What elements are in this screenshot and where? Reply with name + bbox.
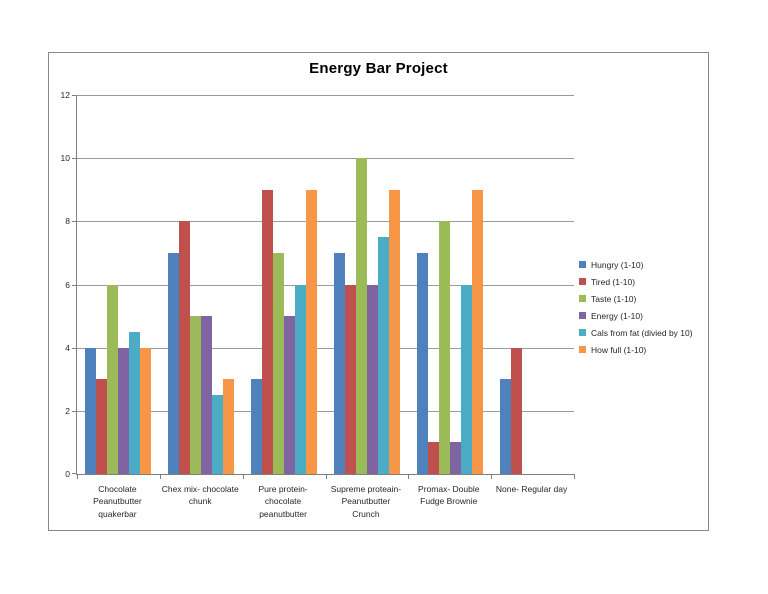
legend-label: Energy (1-10): [591, 310, 643, 321]
legend-swatch: [579, 346, 586, 353]
x-axis-tick: [491, 474, 492, 479]
bar-cals-c4: [377, 237, 389, 474]
bar-cals-c2: [212, 395, 224, 474]
bar-how-c1: [140, 347, 152, 474]
x-axis-category-label: Pure protein- chocolate peanutbutter: [258, 484, 308, 519]
bar-cals-c3: [295, 284, 307, 474]
legend-item: Tired (1-10): [579, 273, 693, 290]
x-axis-category-label: None- Regular day: [495, 484, 568, 494]
x-axis-tick: [243, 474, 244, 479]
bar-hungry-c5: [416, 252, 428, 474]
y-axis-tick: [72, 347, 77, 349]
bar-hungry-c4: [333, 252, 345, 474]
bar-how-c3: [306, 189, 318, 474]
bar-energy-c3: [284, 316, 296, 474]
bar-tired-c1: [96, 379, 108, 474]
chart-frame: Energy Bar Project 0 2 4 6 8 10 12 Chocolate P…: [48, 52, 709, 531]
plot-area: [72, 95, 575, 479]
gridline: [77, 158, 574, 160]
x-axis-category-label: Promax- Double Fudge Brownie: [418, 484, 480, 507]
bar-how-c4: [388, 189, 400, 474]
y-axis-tick: [72, 221, 77, 223]
legend-swatch: [579, 329, 586, 336]
y-axis-tick-label: 2: [65, 405, 70, 416]
legend-item: Energy (1-10): [579, 307, 693, 324]
bar-energy-c4: [366, 284, 378, 474]
legend-label: Cals from fat (divied by 10): [591, 327, 693, 338]
legend: Hungry (1-10) Tired (1-10) Taste (1-10) Ene…: [579, 256, 693, 358]
gridline: [77, 284, 574, 286]
bar-energy-c2: [201, 316, 213, 474]
x-axis-category-label: Supreme proteain- Peanutbutter Crunch: [330, 484, 402, 519]
legend-label: Tired (1-10): [591, 276, 636, 287]
legend-swatch: [579, 261, 586, 268]
bar-energy-c1: [118, 347, 130, 474]
y-axis-tick-label: 10: [60, 153, 70, 164]
x-axis-tick: [574, 474, 575, 479]
legend-item: Cals from fat (divied by 10): [579, 324, 693, 341]
bar-tired-c4: [344, 284, 356, 474]
bar-tired-c2: [179, 221, 191, 474]
bar-hungry-c2: [168, 252, 180, 474]
bar-taste-c5: [438, 221, 450, 474]
bar-hungry-c1: [85, 347, 97, 474]
x-axis-category-label: Chocolate Peanutbutter quakerbar: [93, 484, 142, 519]
legend-label: Hungry (1-10): [591, 259, 644, 270]
legend-item: Taste (1-10): [579, 290, 693, 307]
bar-how-c5: [471, 189, 483, 474]
bar-tired-c3: [262, 189, 274, 474]
legend-label: How full (1-10): [591, 344, 647, 355]
bar-energy-c5: [449, 442, 461, 474]
y-axis-tick-label: 6: [65, 279, 70, 290]
bar-how-c2: [223, 379, 235, 474]
x-axis-tick: [77, 474, 78, 479]
bar-taste-c3: [273, 252, 285, 474]
x-axis-tick: [160, 474, 161, 479]
x-axis-tick: [326, 474, 327, 479]
x-axis-tick: [408, 474, 409, 479]
y-axis-tick-label: 4: [65, 342, 70, 353]
chart-title: Energy Bar Project: [309, 60, 448, 77]
legend-swatch: [579, 312, 586, 319]
legend-item: Hungry (1-10): [579, 256, 693, 273]
bar-cals-c5: [460, 284, 472, 474]
legend-item: How full (1-10): [579, 341, 693, 358]
bar-tired-c6: [510, 347, 522, 474]
y-axis-tick-label: 8: [65, 216, 70, 227]
gridline: [77, 221, 574, 223]
bar-hungry-c3: [251, 379, 263, 474]
bar-cals-c1: [129, 331, 141, 474]
bar-taste-c1: [107, 284, 119, 474]
y-axis-tick: [72, 95, 77, 96]
y-axis-tick: [72, 410, 77, 412]
bar-hungry-c6: [499, 379, 511, 474]
gridline: [77, 410, 574, 412]
x-axis-category-label: Chex mix- chocolate chunk: [161, 484, 239, 507]
legend-label: Taste (1-10): [591, 293, 637, 304]
bar-taste-c4: [355, 158, 367, 474]
legend-swatch: [579, 295, 586, 302]
y-axis-tick: [72, 473, 77, 474]
y-axis-tick: [72, 158, 77, 160]
y-axis-tick-label: 12: [60, 90, 70, 100]
bar-taste-c2: [190, 316, 202, 474]
y-axis-tick-label: 0: [65, 469, 70, 479]
gridline: [77, 347, 574, 349]
gridline: [77, 95, 574, 96]
legend-swatch: [579, 278, 586, 285]
y-axis-tick: [72, 284, 77, 286]
bar-tired-c5: [427, 442, 439, 474]
